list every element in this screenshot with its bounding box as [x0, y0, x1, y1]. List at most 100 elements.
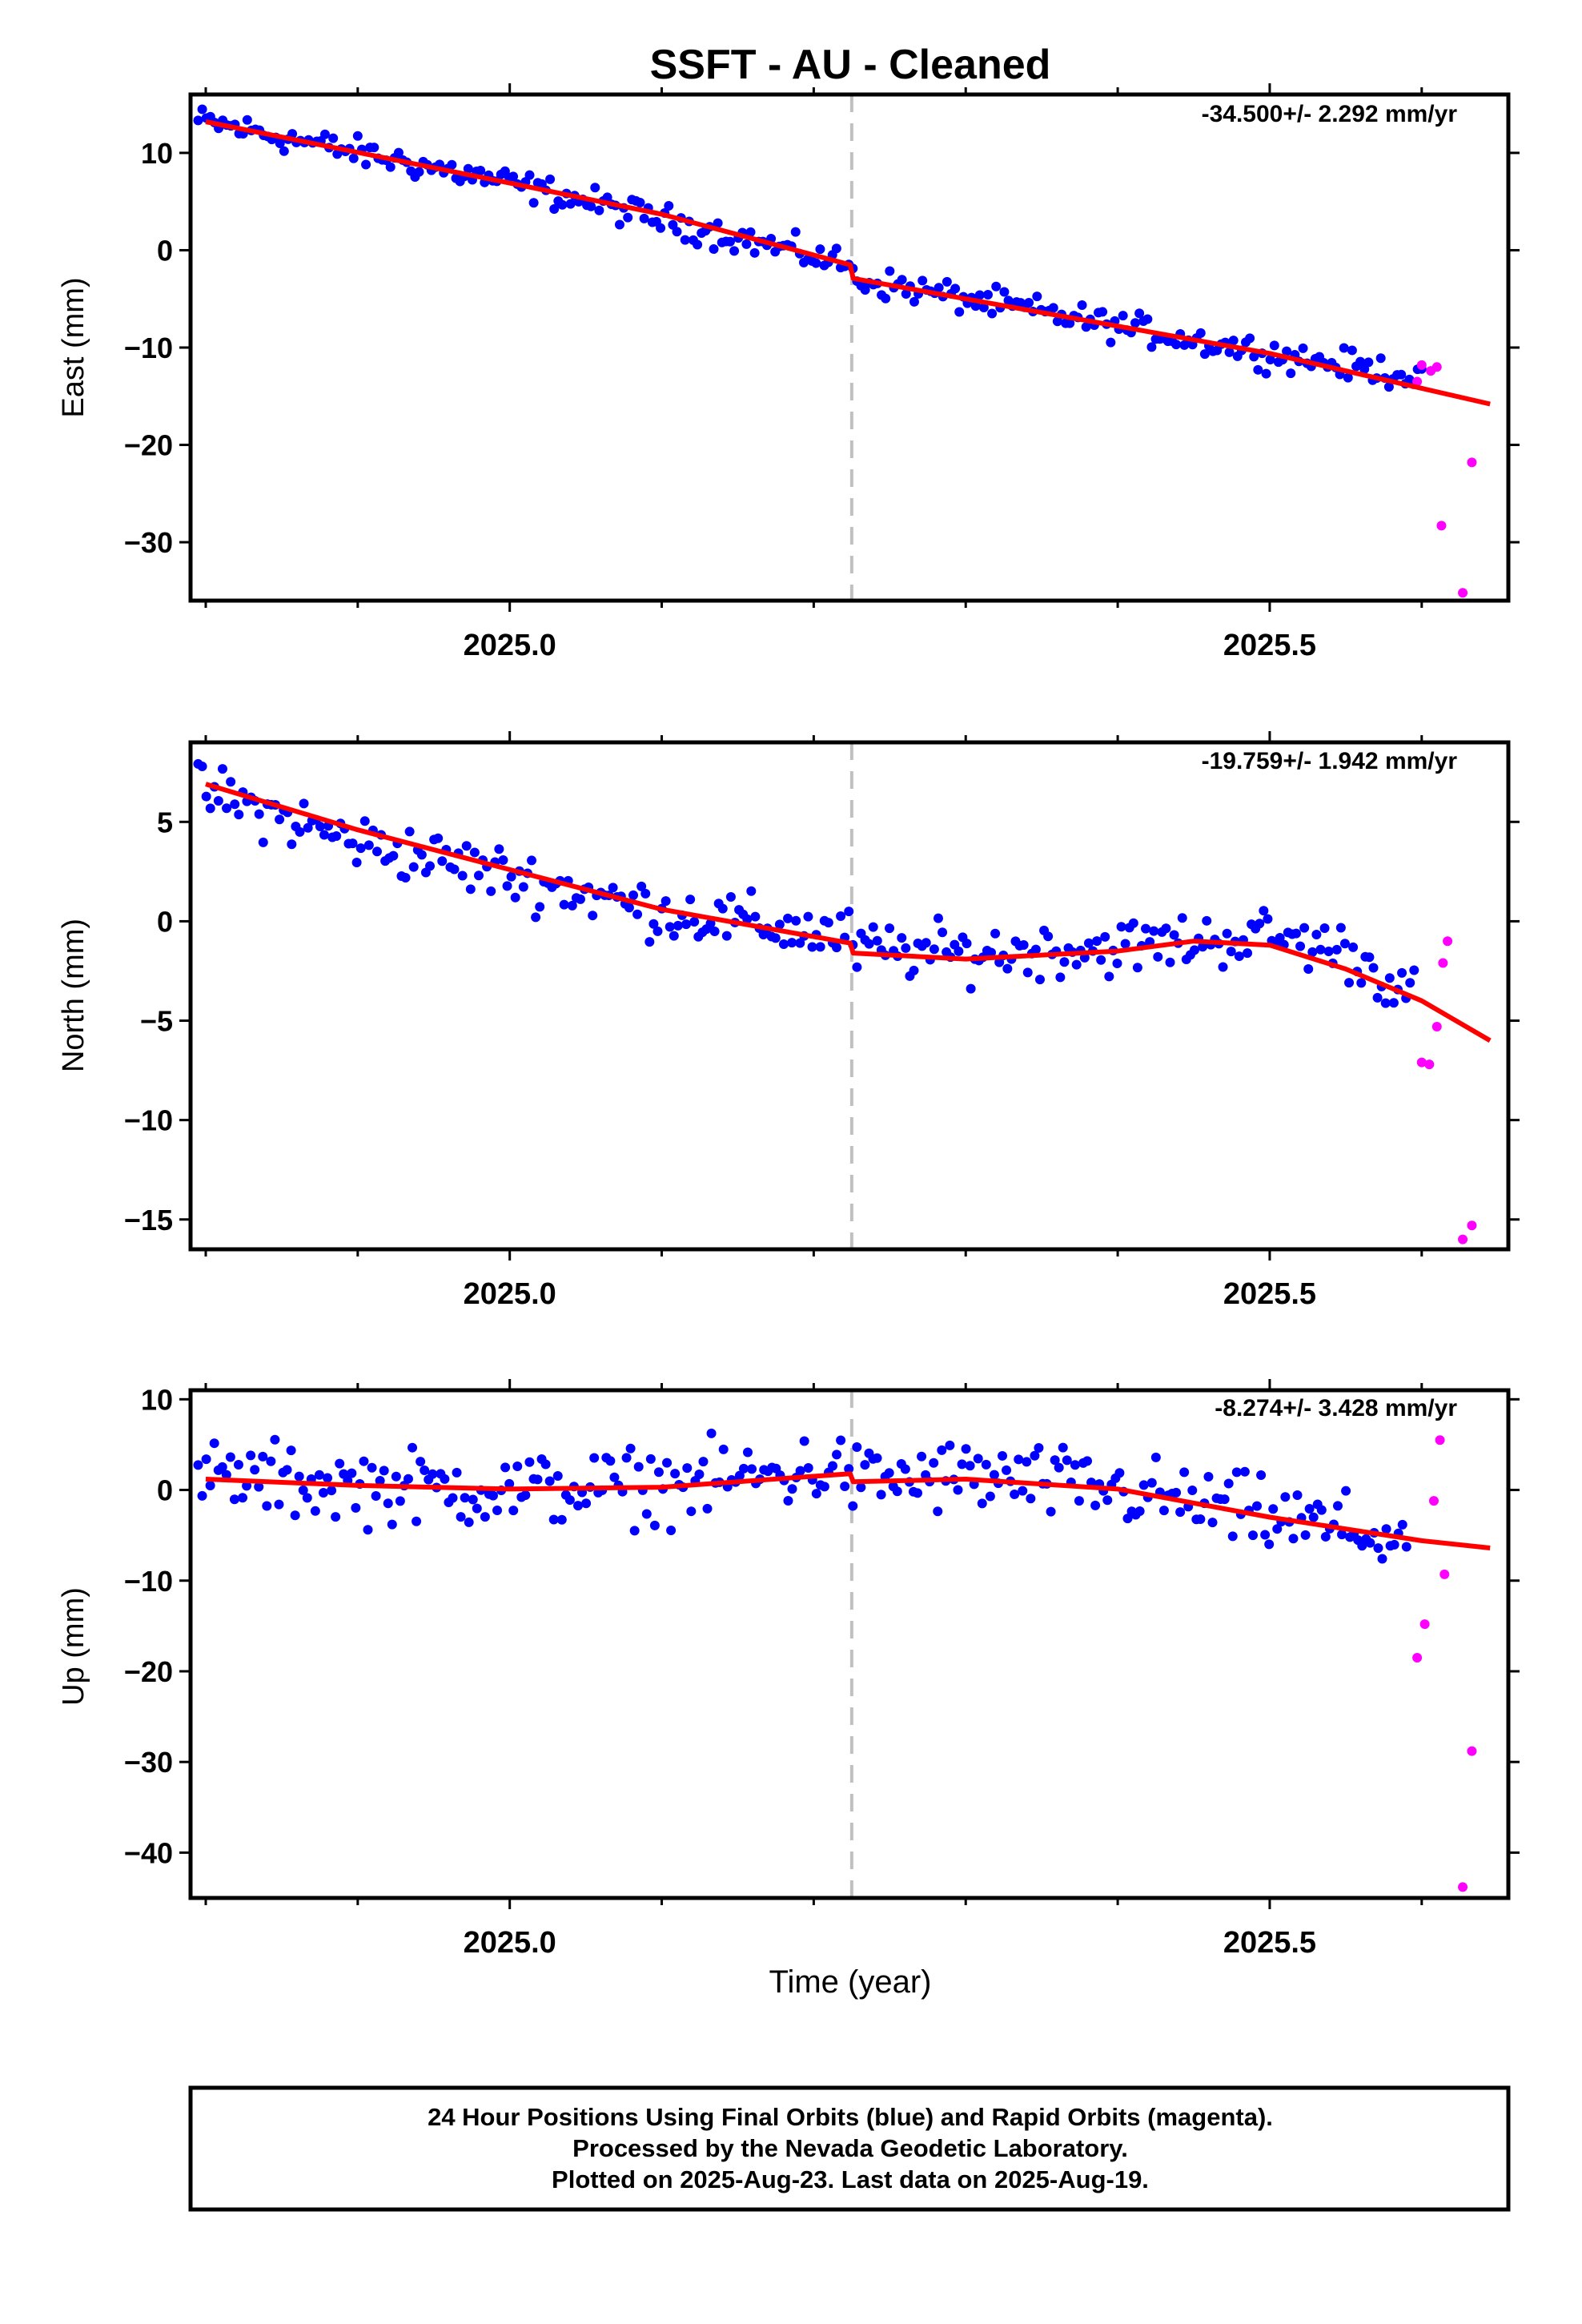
- panel2-final-point: [468, 1494, 478, 1505]
- panel1-final-point: [502, 881, 512, 891]
- panel1-final-point: [1243, 948, 1253, 959]
- panel0-final-point: [1195, 328, 1206, 338]
- panel0-final-point: [1052, 316, 1062, 327]
- panel2-final-point: [1252, 1501, 1263, 1511]
- footer-line-1: 24 Hour Positions Using Final Orbits (bl…: [428, 2103, 1273, 2131]
- panel2-final-point: [359, 1456, 369, 1466]
- panel2-final-point: [1272, 1524, 1283, 1534]
- panel2-final-point: [1122, 1514, 1133, 1524]
- panel1-final-point: [1405, 978, 1415, 988]
- panel1-final-point: [1104, 971, 1114, 982]
- panel2-final-point: [524, 1457, 535, 1467]
- panel2-final-point: [653, 1467, 664, 1478]
- panel1-final-point: [1307, 947, 1318, 957]
- panel1-x-tick-label: 2025.0: [464, 1277, 556, 1311]
- panel1-final-point: [567, 900, 577, 911]
- panel1-final-point: [331, 831, 342, 842]
- panel1-final-point: [681, 919, 692, 930]
- panel0-final-point: [1245, 333, 1255, 344]
- panel1-final-point: [990, 928, 1001, 939]
- panel1-rapid-point: [1424, 1059, 1435, 1070]
- panel1-final-point: [303, 822, 313, 833]
- panel2-final-point: [892, 1486, 902, 1497]
- panel2-final-point: [258, 1451, 268, 1462]
- panel2-final-point: [1247, 1530, 1258, 1541]
- panel1-final-point: [449, 864, 460, 875]
- panel1-final-point: [315, 822, 325, 832]
- panel2-final-point: [480, 1512, 490, 1522]
- panel1-final-point: [986, 947, 997, 958]
- panel2-final-point: [246, 1450, 256, 1461]
- panel2-final-point: [327, 1486, 337, 1496]
- panel2-final-point: [1365, 1538, 1375, 1548]
- panel1-final-point: [1161, 923, 1171, 934]
- panel0-rapid-point: [1458, 588, 1468, 598]
- panel2-final-point: [504, 1478, 515, 1489]
- panel2-final-point: [783, 1495, 793, 1506]
- panel2-final-point: [609, 1472, 620, 1482]
- panel2-final-point: [605, 1456, 616, 1466]
- panel0-final-point: [528, 198, 539, 208]
- panel1-final-point: [319, 830, 329, 840]
- panel1-rapid-point: [1467, 1220, 1477, 1231]
- panel2-final-point: [209, 1438, 219, 1449]
- panel0-rapid-point: [1412, 376, 1423, 387]
- panel0-plot-frame: [188, 92, 1511, 603]
- panel2-final-point: [508, 1506, 519, 1516]
- panel0-final-point: [361, 159, 371, 170]
- panel2-final-point: [706, 1428, 717, 1438]
- panel1-final-point: [217, 764, 227, 774]
- panel0-final-point: [275, 138, 285, 148]
- panel2-final-point: [1195, 1514, 1206, 1524]
- panel2-final-point: [1397, 1519, 1407, 1530]
- panel2-final-point: [1050, 1455, 1060, 1466]
- panel2-final-point: [331, 1512, 341, 1522]
- panel1-final-point: [437, 856, 448, 866]
- panel2-final-point: [1179, 1467, 1190, 1478]
- panel2-final-point: [544, 1476, 555, 1486]
- panel0-final-point: [909, 296, 919, 307]
- panel0-final-point: [393, 147, 404, 158]
- panel1-final-point: [1055, 972, 1066, 983]
- panel2-final-point: [621, 1453, 632, 1463]
- panel1-final-point: [1384, 973, 1395, 983]
- panel0-final-point: [287, 129, 298, 139]
- panel1-final-point: [872, 935, 882, 946]
- panel2-final-point: [250, 1465, 260, 1475]
- panel2-final-point: [452, 1467, 462, 1478]
- panel2-final-point: [682, 1463, 693, 1474]
- panel1-final-point: [287, 839, 297, 850]
- panel2-final-point: [1207, 1518, 1218, 1528]
- panel0-final-point: [991, 281, 1002, 292]
- panel0-final-point: [954, 307, 965, 317]
- panel2-final-point: [811, 1489, 821, 1499]
- panel1-final-point: [1339, 939, 1350, 949]
- panel2-final-point: [819, 1482, 829, 1492]
- panel1-final-point: [929, 944, 939, 955]
- panel0-final-point: [1339, 343, 1349, 353]
- panel1-final-point: [783, 913, 793, 923]
- panel2-rapid-point: [1467, 1746, 1477, 1756]
- panel2-final-point: [448, 1493, 458, 1503]
- panel0-final-point: [635, 197, 645, 207]
- panel0-final-point: [790, 227, 801, 237]
- panel1-final-point: [1002, 963, 1013, 974]
- panel0-final-point: [1032, 292, 1042, 302]
- panel2-final-point: [832, 1449, 842, 1460]
- panel2-final-point: [738, 1463, 749, 1474]
- panel0-final-point: [999, 287, 1010, 297]
- panel2-final-point: [917, 1451, 927, 1462]
- panel1-final-point: [774, 919, 785, 930]
- panel2-final-point: [564, 1495, 575, 1506]
- footer-line-2: Processed by the Nevada Geodetic Laborat…: [572, 2134, 1128, 2162]
- panel2-y-tick-label: −30: [124, 1746, 173, 1779]
- panel0-final-point: [242, 115, 252, 125]
- panel1-final-point: [254, 809, 264, 819]
- panel2-final-point: [799, 1436, 809, 1446]
- panel2-final-point: [1026, 1494, 1036, 1504]
- panel2-final-point: [221, 1470, 231, 1480]
- panel1-final-point: [628, 890, 639, 900]
- panel0-final-point: [193, 115, 203, 126]
- panel1-final-point: [588, 911, 598, 921]
- panel2-final-point: [795, 1466, 805, 1476]
